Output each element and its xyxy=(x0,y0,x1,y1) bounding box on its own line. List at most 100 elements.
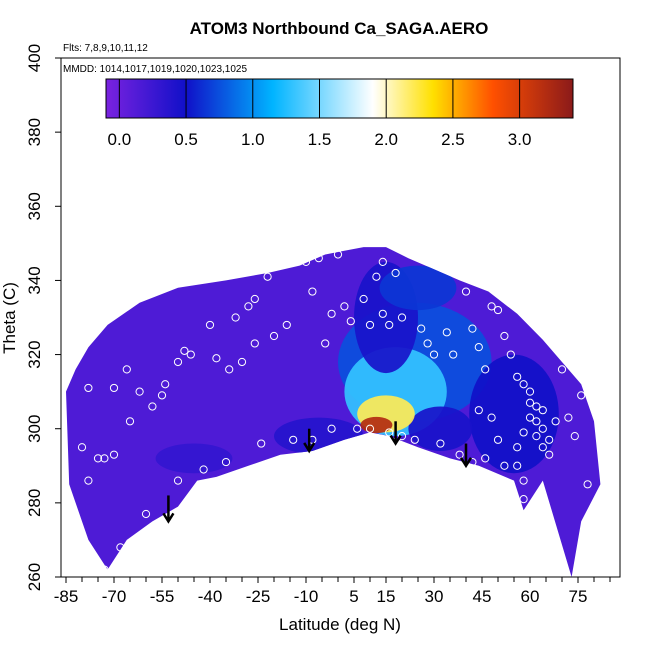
heatmap-field xyxy=(66,247,601,577)
x-tick-label: 15 xyxy=(377,587,396,606)
sample-point xyxy=(327,424,336,433)
sample-point xyxy=(250,339,259,348)
sample-point xyxy=(519,476,528,485)
sample-point xyxy=(205,320,215,330)
hotspot xyxy=(155,443,233,474)
sample-point xyxy=(314,254,323,263)
sample-point xyxy=(77,443,87,452)
sample-point xyxy=(180,346,189,355)
sample-point xyxy=(289,435,298,444)
sample-point xyxy=(436,439,445,448)
chart-title: ATOM3 Northbound Ca_SAGA.AERO xyxy=(190,19,489,38)
x-tick-label: -40 xyxy=(198,587,223,606)
sample-point xyxy=(525,387,535,396)
colorbar-tick-label: 2.5 xyxy=(441,130,465,149)
sample-point xyxy=(519,428,528,437)
colorbar-tick-label: 0.5 xyxy=(174,130,198,149)
sample-point xyxy=(397,313,407,322)
y-tick-label: 320 xyxy=(25,340,44,368)
sample-point xyxy=(455,450,464,459)
colorbar-tick-label: 1.5 xyxy=(308,130,332,149)
sample-point xyxy=(513,372,522,381)
sample-point xyxy=(173,357,183,367)
colorbar: 0.0 0.5 1.0 1.5 2.0 2.5 3.0 xyxy=(105,78,574,149)
colorbar-tick-label: 2.0 xyxy=(374,130,398,149)
sample-point xyxy=(429,350,439,359)
sample-point xyxy=(481,365,490,374)
y-tick-label: 340 xyxy=(25,266,44,294)
sample-point xyxy=(487,413,496,422)
colorbar-tick-labels: 0.0 0.5 1.0 1.5 2.0 2.5 3.0 xyxy=(108,130,532,149)
sample-point xyxy=(84,383,93,393)
sample-point xyxy=(186,350,195,359)
hotspot xyxy=(408,406,473,451)
y-tick-label: 380 xyxy=(25,118,44,146)
colorbar-tick-lines xyxy=(118,79,521,118)
hotspot xyxy=(274,417,364,455)
sample-point xyxy=(532,432,541,441)
sample-point xyxy=(237,357,247,367)
sample-point xyxy=(385,320,394,330)
sample-point xyxy=(199,465,208,474)
sample-point xyxy=(442,328,451,337)
sample-point xyxy=(225,365,234,374)
hotspot xyxy=(469,354,559,474)
arrow-markers xyxy=(162,421,473,524)
sample-point xyxy=(481,454,490,463)
sample-point xyxy=(109,383,119,393)
sample-point xyxy=(513,461,522,470)
x-tick-label: 30 xyxy=(425,587,444,606)
hotspot xyxy=(379,265,457,311)
sample-point xyxy=(564,413,573,422)
sample-point xyxy=(532,402,541,411)
sample-point xyxy=(327,309,336,318)
arrow-marker xyxy=(303,428,316,454)
sample-point xyxy=(583,480,592,489)
sample-point xyxy=(269,331,279,341)
x-axis: -85 -70 -55 -40 -25 -10 5 15 30 45 60 75 xyxy=(54,577,611,606)
sample-point xyxy=(513,443,522,452)
sample-point xyxy=(100,565,109,574)
sample-point xyxy=(397,432,407,441)
sample-point xyxy=(122,365,131,374)
sample-point xyxy=(538,424,547,433)
hotspot-layer xyxy=(155,261,559,474)
sample-point xyxy=(93,454,103,463)
x-tick-label: -55 xyxy=(150,587,175,606)
sample-point xyxy=(391,268,400,278)
sample-point xyxy=(487,302,496,311)
sample-point xyxy=(173,476,183,485)
sample-point xyxy=(417,324,426,333)
x-tick-label: 5 xyxy=(349,587,358,606)
colorbar-tick-label: 0.0 xyxy=(108,130,132,149)
sample-points xyxy=(77,250,592,574)
y-axis-label: Theta (C) xyxy=(0,282,19,354)
sample-point xyxy=(423,339,432,348)
x-tick-label: 75 xyxy=(569,587,588,606)
y-tick-label: 360 xyxy=(25,192,44,220)
x-tick-label: -85 xyxy=(54,587,79,606)
sample-point xyxy=(538,443,547,452)
x-axis-label: Latitude (deg N) xyxy=(279,615,401,634)
sample-point xyxy=(570,432,579,441)
sample-point xyxy=(474,343,483,352)
sample-point xyxy=(125,417,135,426)
sample-point xyxy=(385,428,394,437)
sample-point xyxy=(468,324,477,333)
sample-point xyxy=(532,417,541,426)
sample-point xyxy=(538,406,547,415)
dates-label: MMDD: 1014,1017,1019,1020,1023,1025 xyxy=(63,64,247,75)
sample-point xyxy=(308,287,317,296)
sample-point xyxy=(250,294,259,304)
x-tick-label: -70 xyxy=(102,587,127,606)
colorbar-tick-label: 3.0 xyxy=(508,130,532,149)
arrow-marker xyxy=(389,421,402,446)
x-tick-label: 45 xyxy=(473,587,492,606)
y-tick-label: 280 xyxy=(25,489,44,517)
sample-point xyxy=(141,509,151,519)
y-axis: 260 280 300 320 340 360 380 400 xyxy=(25,44,61,591)
sample-point xyxy=(545,435,554,444)
sample-point xyxy=(500,461,509,470)
sample-point xyxy=(333,250,343,259)
sample-point xyxy=(359,294,368,304)
